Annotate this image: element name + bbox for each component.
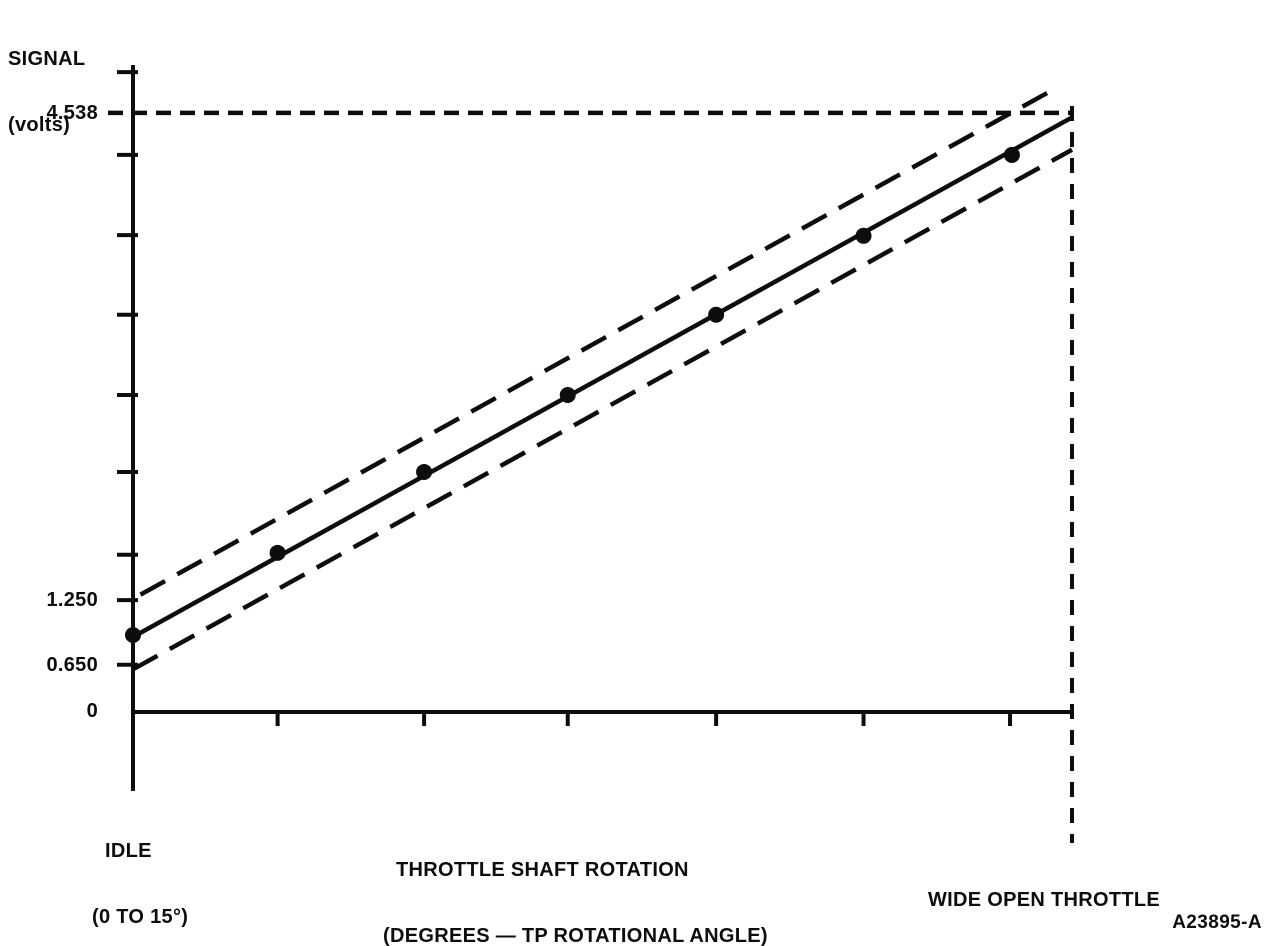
data-point-marker-5 [855, 227, 872, 244]
figure-reference-code: A23895-A [1172, 912, 1262, 933]
nominal-signal-line [127, 115, 1074, 642]
y-tick-label-0650: 0.650 [46, 654, 98, 676]
data-point-marker-6 [1003, 146, 1020, 163]
idle-annotation-line2: (0 TO 15°) [92, 906, 189, 928]
upper-tolerance-band-dashed-line [139, 85, 1060, 597]
y-axis-title-line1: SIGNAL [8, 48, 86, 70]
y-axis-title: SIGNAL (volts) [8, 4, 85, 180]
wot-annotation: WIDE OPEN THROTTLE (WOT) (76° TO 94°) [928, 845, 1160, 946]
lower-tolerance-band-dashed-line [131, 147, 1074, 672]
wot-annotation-line1: WIDE OPEN THROTTLE [928, 889, 1161, 911]
y-tick-label-1250: 1.250 [46, 589, 98, 611]
x-axis-title-line2: (DEGREES — TP ROTATIONAL ANGLE) [383, 925, 768, 946]
y-tick-label-4538: 4.538 [46, 102, 98, 124]
data-point-marker-4 [708, 306, 725, 323]
idle-annotation: IDLE (0 TO 15°) [92, 796, 188, 946]
x-axis-title: THROTTLE SHAFT ROTATION (DEGREES — TP RO… [383, 815, 768, 946]
data-point-marker-3 [559, 386, 576, 403]
data-point-marker-1 [269, 544, 286, 561]
data-point-marker-2 [416, 463, 433, 480]
y-tick-label-zero: 0 [86, 700, 98, 722]
x-axis-title-line1: THROTTLE SHAFT ROTATION [396, 859, 689, 881]
idle-annotation-line1: IDLE [105, 840, 152, 862]
y-axis-title-line2: (volts) [8, 114, 71, 136]
